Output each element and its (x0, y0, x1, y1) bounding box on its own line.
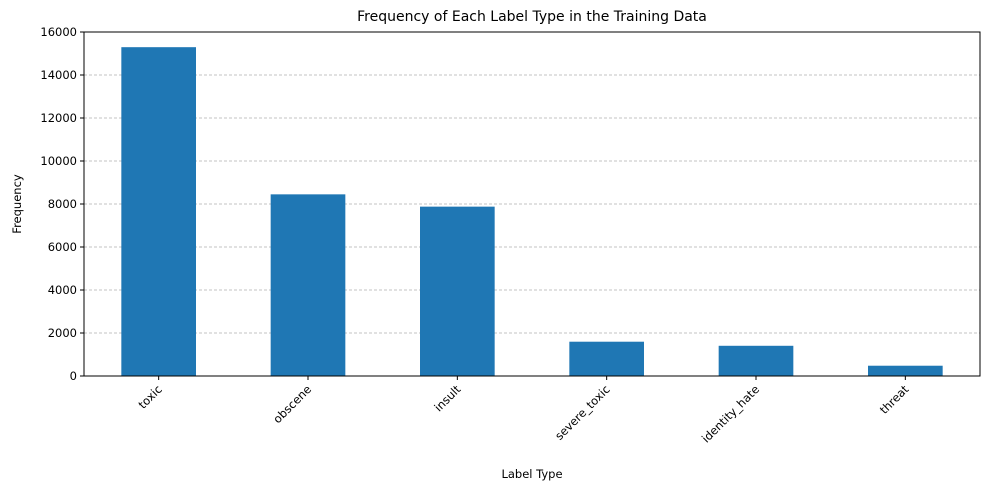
x-tick-label: threat (877, 382, 912, 417)
y-axis-label: Frequency (10, 174, 24, 234)
x-tick-label: toxic (135, 382, 164, 411)
y-tick-label: 12000 (40, 111, 77, 125)
bar-insult (420, 206, 495, 376)
x-tick-label: severe_toxic (552, 382, 613, 443)
y-axis: 0 2000 4000 6000 8000 10000 12000 14000 16000 (40, 25, 84, 383)
x-axis-label: Label Type (501, 467, 562, 481)
y-tick-label: 4000 (48, 283, 77, 297)
y-tick-label: 8000 (48, 197, 77, 211)
chart-title: Frequency of Each Label Type in the Trai… (357, 9, 707, 25)
bar-identity-hate (718, 345, 794, 376)
x-tick-label: insult (431, 382, 463, 414)
x-axis: toxic obscene insult severe_toxic identity_h… (135, 376, 912, 446)
x-tick-label: identity_hate (699, 382, 762, 445)
y-tick-label: 0 (70, 369, 77, 383)
y-tick-label: 6000 (48, 240, 77, 254)
bar-threat (868, 365, 943, 376)
gridlines (84, 74, 980, 334)
bar-toxic (121, 47, 196, 376)
y-tick-label: 14000 (40, 68, 77, 82)
y-tick-label: 10000 (40, 154, 77, 168)
x-tick-label: obscene (270, 382, 314, 426)
bars (121, 47, 943, 376)
y-tick-label: 16000 (40, 25, 77, 39)
y-tick-label: 2000 (48, 326, 77, 340)
bar-severe-toxic (569, 341, 644, 376)
bar-obscene (270, 194, 346, 376)
